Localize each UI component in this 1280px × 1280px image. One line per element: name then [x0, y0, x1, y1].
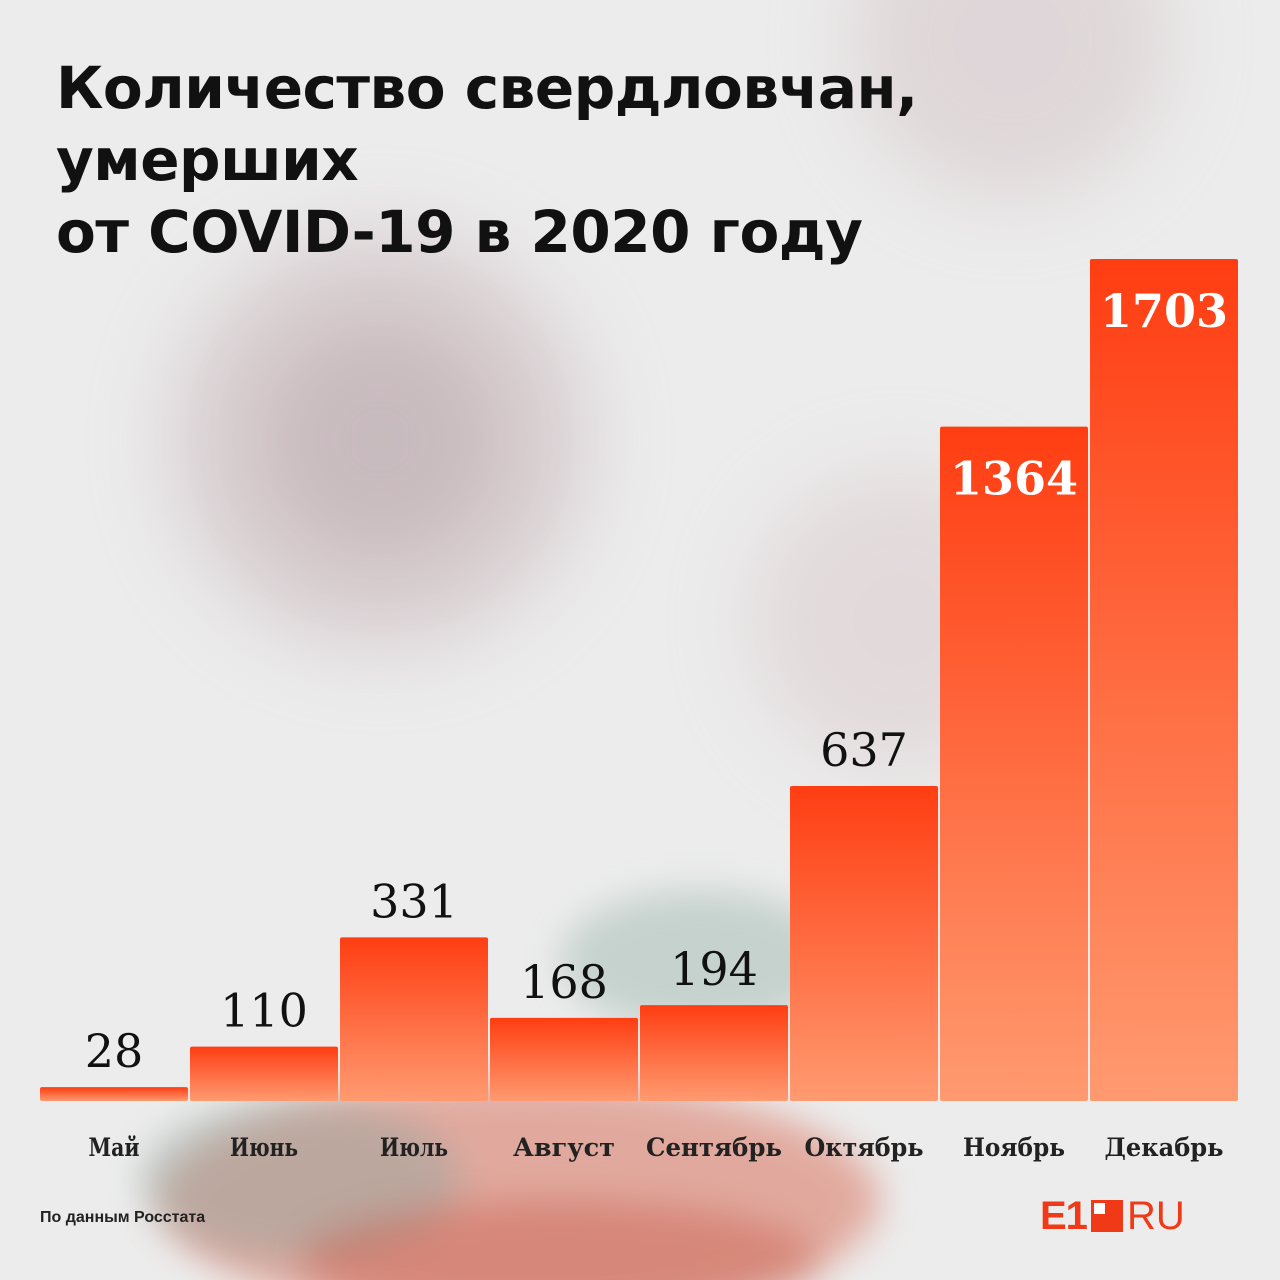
value-label-7: 1364	[950, 452, 1078, 506]
bar-6	[790, 786, 938, 1101]
bar-7	[940, 426, 1088, 1102]
logo-ru-text: RU	[1126, 1193, 1185, 1238]
e1-ru-logo: E1 RU	[1040, 1193, 1185, 1238]
category-label-2: Июнь	[230, 1133, 298, 1162]
value-label-6: 637	[820, 723, 908, 777]
value-label-5: 194	[670, 942, 758, 996]
category-labels-group: Май Июнь Июль Август Сентябрь Октябрь Ноябрь Де…	[89, 1133, 1224, 1162]
value-label-4: 168	[520, 955, 608, 1009]
chart-title-line-1: Количество свердловчан, умерших	[56, 54, 918, 194]
value-label-3: 331	[370, 874, 458, 928]
category-label-6: Октябрь	[805, 1133, 924, 1162]
value-label-2: 110	[220, 984, 308, 1038]
category-label-4: Август	[513, 1133, 615, 1162]
category-label-5: Сентябрь	[646, 1133, 782, 1162]
bar-5	[640, 1005, 788, 1101]
category-label-1: Май	[89, 1133, 140, 1162]
category-label-7: Ноябрь	[963, 1133, 1065, 1162]
bars-group	[40, 259, 1238, 1102]
bar-2	[190, 1046, 338, 1101]
chart-title: Количество свердловчан, умерших от COVID…	[56, 52, 1236, 268]
chart-title-line-2: от COVID-19 в 2020 году	[56, 198, 863, 266]
bar-1	[40, 1087, 188, 1101]
value-labels-group: 28 110 331 168 194 637 1364 1703	[85, 284, 1228, 1078]
bar-4	[490, 1017, 638, 1101]
logo-square-icon	[1090, 1200, 1123, 1232]
category-label-8: Декабрь	[1105, 1133, 1224, 1162]
source-note: По данным Росстата	[40, 1209, 206, 1226]
category-label-3: Июль	[380, 1133, 448, 1162]
bar-3	[340, 937, 488, 1101]
value-label-8: 1703	[1100, 284, 1228, 338]
value-label-1: 28	[85, 1024, 144, 1078]
bar-8	[1090, 259, 1238, 1101]
logo-e1-text: E1	[1040, 1193, 1088, 1238]
